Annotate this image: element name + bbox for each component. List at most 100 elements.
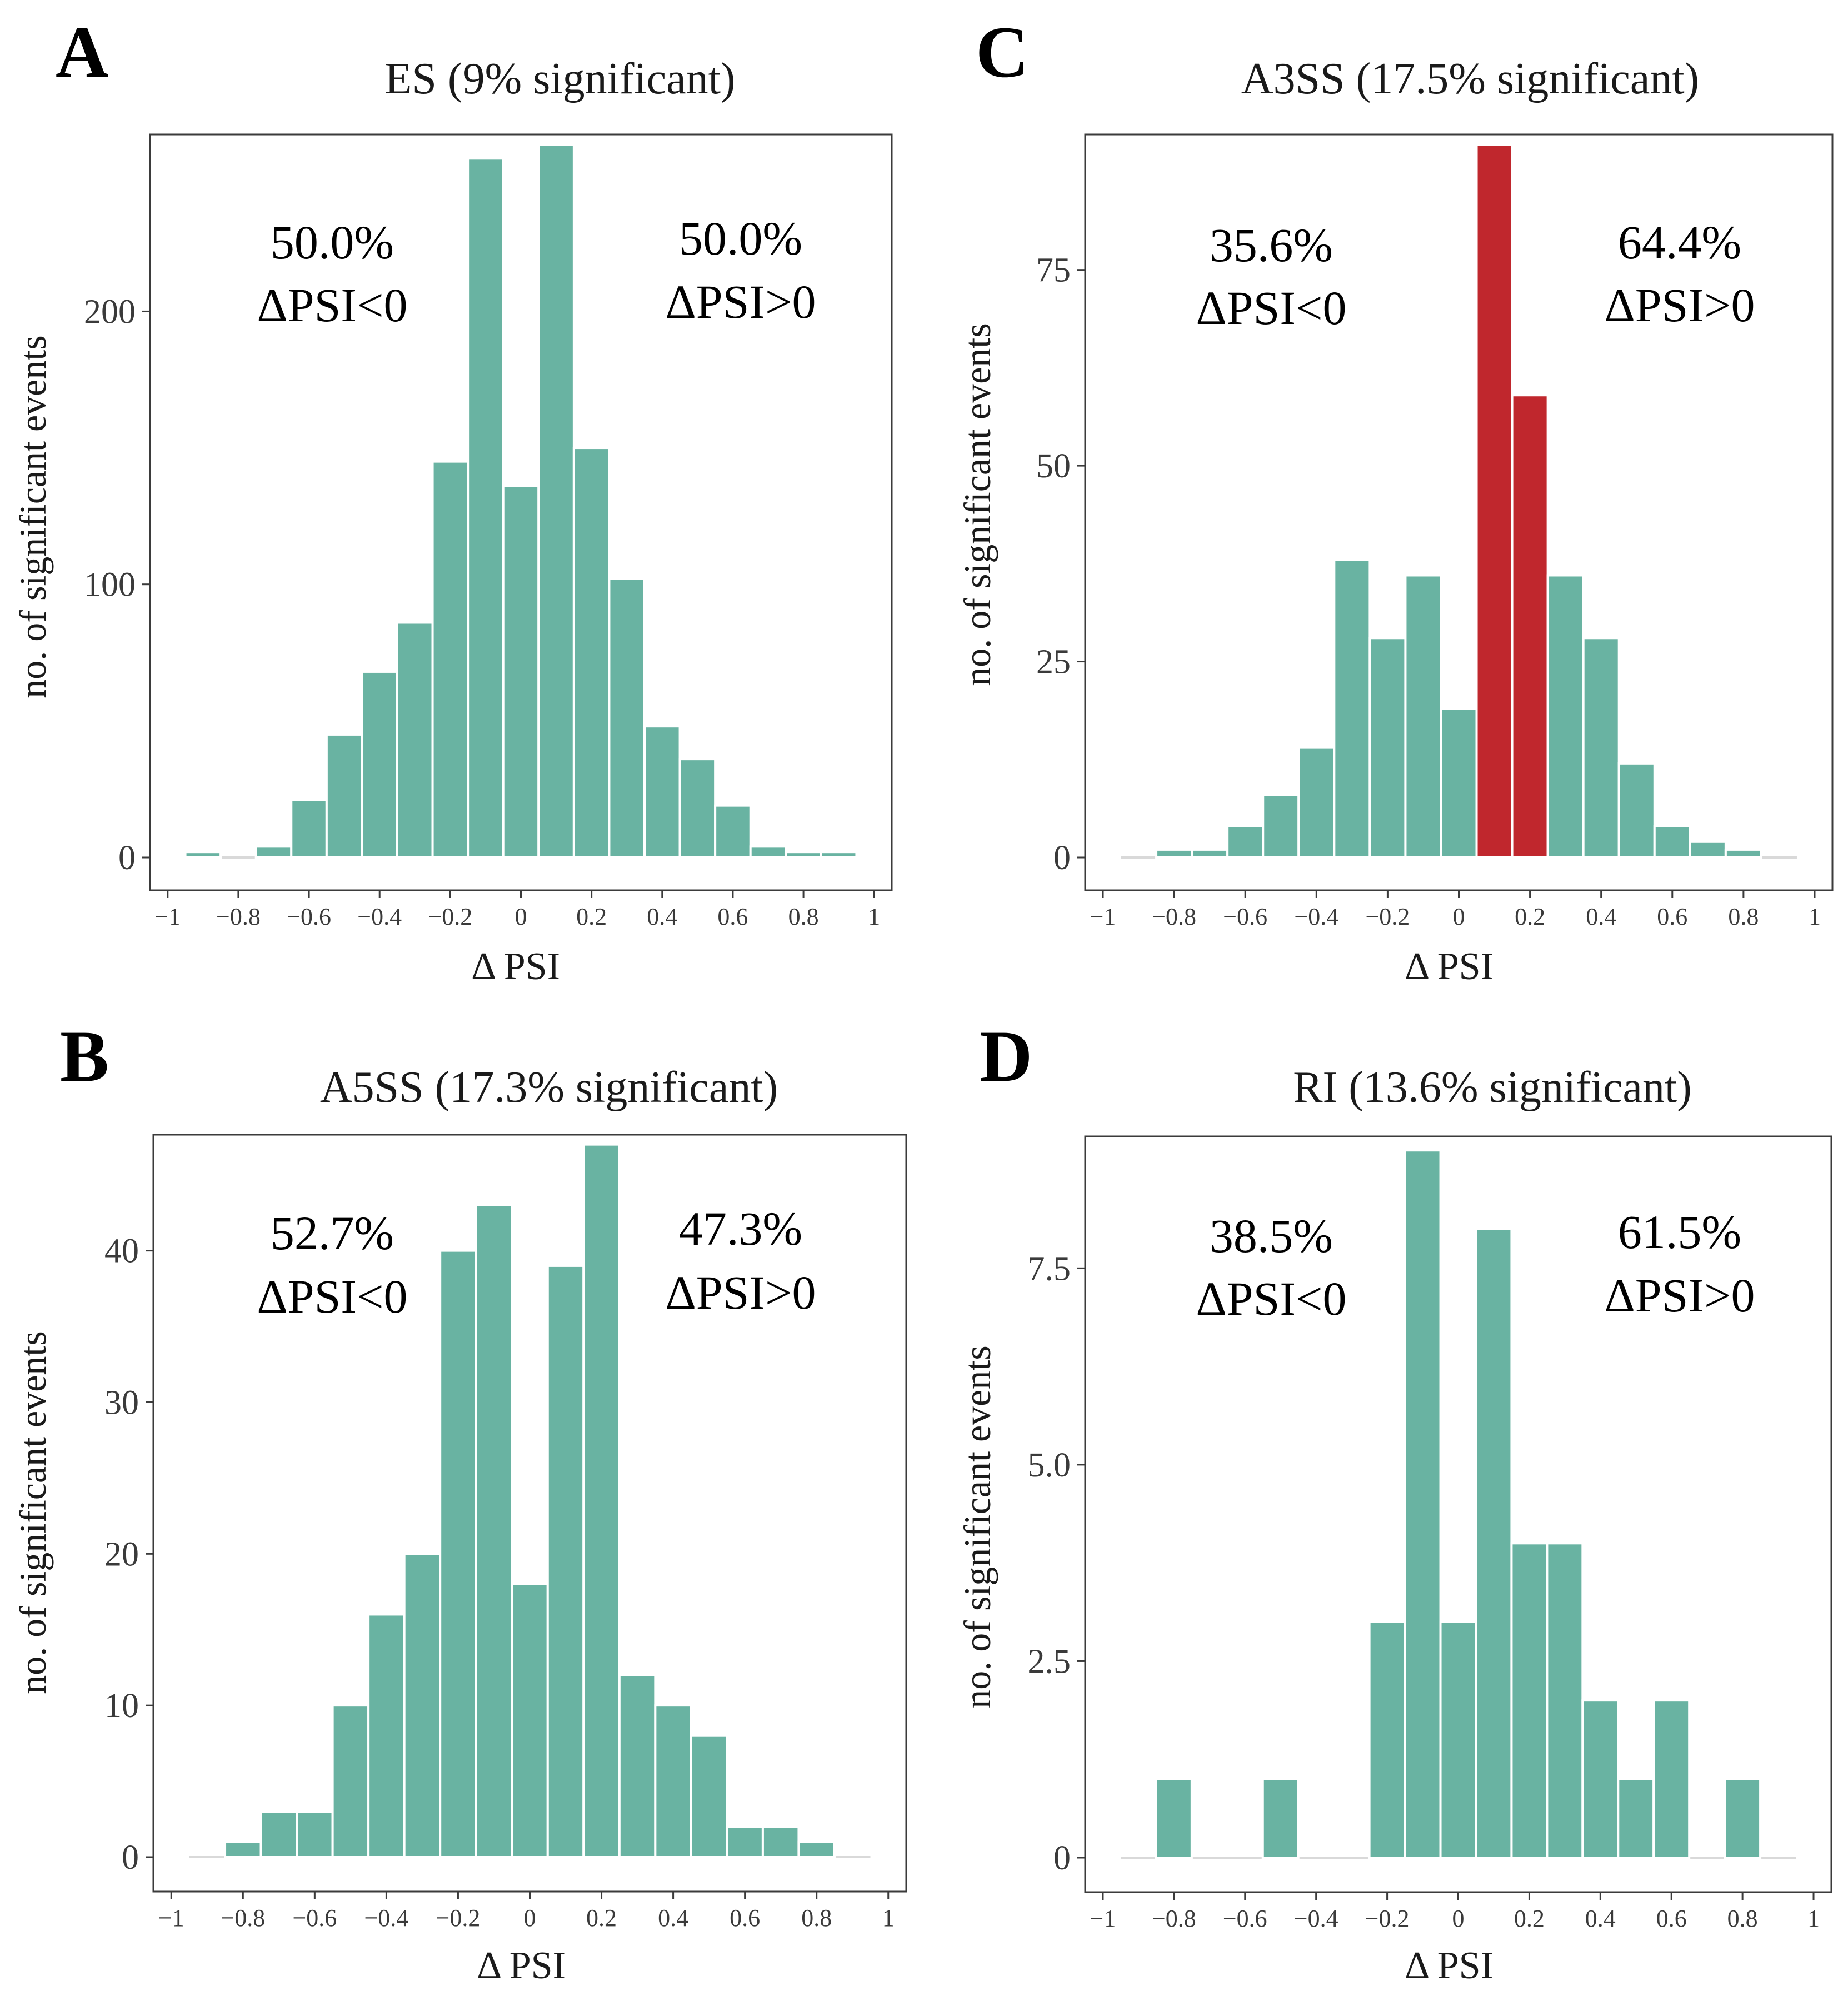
histogram-bar xyxy=(1546,574,1585,859)
chart-title: A3SS (17.5% significant) xyxy=(1241,54,1699,103)
panel-letter: A xyxy=(56,11,108,93)
histogram-bar xyxy=(184,851,222,859)
annotation-left-label: ΔPSI<0 xyxy=(1196,281,1346,335)
histogram-bar xyxy=(325,733,363,859)
histogram-bar xyxy=(749,845,787,859)
histogram-bar xyxy=(1546,1542,1584,1859)
histogram-bar xyxy=(224,1840,262,1859)
x-tick-label: 0.4 xyxy=(1585,1905,1616,1932)
histogram-bar xyxy=(290,799,328,859)
x-tick-label: 1 xyxy=(1809,903,1821,930)
histogram-bar xyxy=(537,143,575,859)
x-tick-label: 0.6 xyxy=(730,1904,760,1932)
histogram-bar xyxy=(1724,848,1762,859)
histogram-bar xyxy=(1582,637,1620,859)
chart-title: ES (9% significant) xyxy=(385,54,736,103)
y-tick-label: 0 xyxy=(1053,839,1071,877)
x-axis-label: Δ PSI xyxy=(477,1944,566,1987)
histogram-bar xyxy=(690,1734,728,1858)
annotation-right-label: ΔPSI>0 xyxy=(665,1266,816,1319)
histogram-bar xyxy=(1262,794,1300,859)
x-tick-label: −0.4 xyxy=(364,1904,408,1932)
histogram-bar xyxy=(431,460,470,859)
y-tick-label: 50 xyxy=(1036,447,1071,485)
y-tick-label: 75 xyxy=(1036,252,1071,290)
x-tick-label: 0.8 xyxy=(801,1904,832,1932)
histogram-bar xyxy=(643,725,681,859)
annotation-left-label: ΔPSI<0 xyxy=(257,278,407,332)
x-axis-label: Δ PSI xyxy=(1405,1944,1494,1987)
histogram-bar xyxy=(1511,394,1549,859)
histogram-bar xyxy=(367,1613,406,1858)
histogram-bar xyxy=(1724,1778,1762,1859)
histogram-bar xyxy=(1261,1778,1300,1859)
annotation-left-pct: 52.7% xyxy=(271,1206,394,1260)
y-tick-label: 5.0 xyxy=(1028,1446,1071,1484)
histogram-bar xyxy=(1440,707,1478,859)
chart-title: A5SS (17.3% significant) xyxy=(320,1063,778,1112)
histogram-bar xyxy=(761,1825,800,1859)
x-tick-label: −0.4 xyxy=(357,903,402,930)
panel-b: B A5SS (17.3% significant) no. of signif… xyxy=(12,1015,907,1987)
x-tick-label: −0.6 xyxy=(292,1904,337,1932)
x-axis-label: Δ PSI xyxy=(1405,945,1494,988)
plot-area: 0 100 200 −1 −0.8 −0.6 −0.4 −0.2 0 0.2 0.4 0.6 0.8 1 xyxy=(84,133,893,930)
y-tick-label: 0 xyxy=(118,839,136,877)
histogram-bar xyxy=(1226,825,1265,859)
x-tick-label: −0.4 xyxy=(1294,903,1338,930)
histogram-bar xyxy=(475,1204,513,1859)
y-axis-label: no. of significant events xyxy=(12,1331,54,1694)
panel-c: C A3SS (17.5% significant) no. of signif… xyxy=(956,11,1834,988)
histogram-bar xyxy=(1155,848,1193,859)
histogram-bar xyxy=(608,577,646,859)
histogram-bar xyxy=(797,1840,836,1859)
x-tick-label: −0.8 xyxy=(1152,903,1196,930)
x-tick-label: 0.2 xyxy=(586,1904,617,1932)
annotation-right-pct: 61.5% xyxy=(1618,1205,1741,1259)
chart-title: RI (13.6% significant) xyxy=(1293,1063,1692,1112)
x-tick-label: −1 xyxy=(154,903,181,930)
panel-letter: D xyxy=(980,1015,1032,1097)
x-tick-label: 0.4 xyxy=(647,903,677,930)
histogram-bar xyxy=(403,1553,442,1858)
histogram-bar xyxy=(331,1704,370,1859)
y-axis-label: no. of significant events xyxy=(956,1345,998,1708)
histogram-bar xyxy=(396,621,434,859)
x-tick-label: 0.8 xyxy=(788,903,819,930)
x-tick-label: −1 xyxy=(158,1904,184,1932)
panel-d: D RI (13.6% significant) no. of signific… xyxy=(956,1015,1832,1987)
x-tick-label: 0.8 xyxy=(1728,903,1759,930)
x-tick-label: −0.2 xyxy=(1365,1905,1410,1932)
x-tick-label: −0.6 xyxy=(1223,1905,1267,1932)
histogram-bar xyxy=(1617,762,1656,859)
x-tick-label: 0 xyxy=(1453,903,1465,930)
histogram-bar xyxy=(511,1583,549,1859)
histogram-bar xyxy=(1368,637,1407,859)
panel-letter: C xyxy=(976,11,1028,93)
histogram-bar xyxy=(1155,1778,1193,1859)
histogram-bar xyxy=(1510,1542,1549,1859)
x-tick-label: 0.6 xyxy=(717,903,748,930)
y-tick-label: 30 xyxy=(104,1384,139,1421)
histogram-bar xyxy=(1617,1778,1655,1859)
histogram-bar xyxy=(714,804,752,859)
x-tick-label: 1 xyxy=(1807,1905,1820,1932)
x-tick-label: 0.8 xyxy=(1727,1905,1758,1932)
annotation-right-pct: 47.3% xyxy=(679,1202,802,1255)
x-tick-label: −1 xyxy=(1090,1905,1116,1932)
histogram-bar xyxy=(1581,1699,1620,1859)
annotation-right-label: ΔPSI>0 xyxy=(1604,1269,1755,1322)
y-tick-label: 0 xyxy=(1053,1839,1071,1877)
x-tick-label: 0.4 xyxy=(1586,903,1616,930)
annotation-left-label: ΔPSI<0 xyxy=(257,1270,407,1323)
histogram-bar xyxy=(296,1810,334,1859)
histogram-bar xyxy=(1653,825,1691,859)
x-tick-label: 1 xyxy=(882,1904,895,1932)
annotation-right-pct: 64.4% xyxy=(1618,216,1741,269)
histogram-bar xyxy=(1404,1149,1442,1859)
panel-a: A ES (9% significant) no. of significant… xyxy=(12,11,893,988)
x-tick-label: −0.6 xyxy=(1223,903,1267,930)
x-tick-label: −0.2 xyxy=(436,1904,481,1932)
histogram-bar xyxy=(1652,1699,1691,1859)
